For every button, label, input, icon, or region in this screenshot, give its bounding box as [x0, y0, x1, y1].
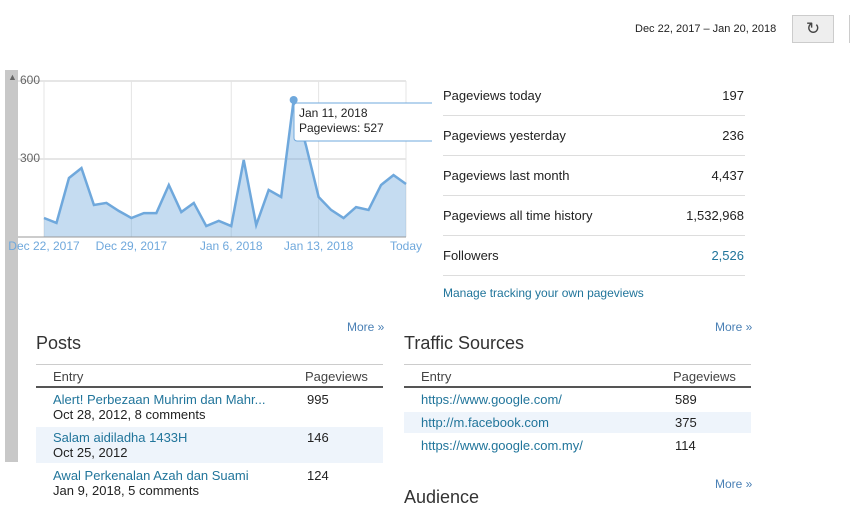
row-entry[interactable]: https://www.google.com/ [421, 392, 562, 407]
header-rule [36, 386, 383, 388]
more-link[interactable]: More » [715, 320, 753, 334]
x-tick-label: Dec 22, 2017 [8, 239, 80, 253]
row-entry[interactable]: Awal Perkenalan Azah dan Suami [53, 468, 249, 483]
x-tick-label: Today [390, 239, 422, 253]
posts-title: Posts [36, 333, 82, 353]
table-top-rule [36, 364, 383, 365]
area [44, 99, 406, 237]
row-meta: Oct 25, 2012 [53, 445, 128, 460]
stat-value: 197 [722, 88, 744, 103]
stat-value: 1,532,968 [686, 208, 744, 223]
header-rule [404, 386, 751, 388]
stat-value: 236 [722, 128, 744, 143]
stat-value: 4,437 [711, 168, 744, 183]
audience-title: Audience [404, 487, 480, 507]
row-entry[interactable]: Alert! Perbezaan Muhrim dan Mahr... [53, 392, 266, 407]
stat-label: Pageviews today [443, 88, 542, 103]
tooltip-title: Jan 11, 2018 [299, 106, 368, 120]
stat-row: Pageviews all time history 1,532,968 [443, 195, 745, 236]
table-top-rule [404, 364, 751, 365]
chart: 300 600 Dec 22, 2017 Dec 29, 2017 Jan 6, 201… [8, 73, 432, 253]
y-tick-label: 600 [20, 73, 40, 87]
x-tick-label: Jan 13, 2018 [284, 239, 354, 253]
row-entry[interactable]: https://www.google.com.my/ [421, 438, 583, 453]
row-value: 124 [307, 468, 329, 483]
column-header: Pageviews [673, 369, 736, 384]
column-header: Entry [53, 369, 84, 384]
scrollbar[interactable] [5, 70, 18, 462]
row-value: 995 [307, 392, 329, 407]
line [43, 99, 407, 230]
scroll-arrow[interactable]: ▲ [8, 72, 17, 82]
column-header: Pageviews [305, 369, 368, 384]
stat-row: Pageviews today 197 [443, 75, 745, 116]
row-highlight [36, 427, 383, 463]
row-highlight [404, 412, 751, 433]
stat-label: Pageviews all time history [443, 208, 593, 223]
row-meta: Jan 9, 2018, 5 comments [53, 483, 199, 498]
stat-value: 2,526 [711, 248, 744, 263]
row-value: 146 [307, 430, 329, 445]
tooltip-text: Pageviews: 527 [299, 121, 384, 135]
refresh-button[interactable]: ↻ [792, 15, 834, 43]
traffic-title: Traffic Sources [404, 333, 525, 353]
hover-point [289, 95, 298, 104]
row-value: 375 [675, 415, 697, 430]
more-link[interactable]: More » [347, 320, 385, 334]
x-tick-label: Jan 6, 2018 [200, 239, 263, 253]
manage-link[interactable]: Manage tracking your own pageviews [443, 286, 644, 300]
date-range: Dec 22, 2017 – Jan 20, 2018 [635, 23, 777, 35]
row-entry[interactable]: http://m.facebook.com [421, 415, 549, 430]
tooltip [293, 102, 432, 142]
row-meta: Oct 28, 2012, 8 comments [53, 407, 206, 422]
stat-label: Pageviews yesterday [443, 128, 566, 143]
y-tick-label: 300 [20, 151, 40, 165]
stat-row: Pageviews yesterday 236 [443, 115, 745, 156]
row-entry[interactable]: Salam aidiladha 1433H [53, 430, 188, 445]
more-link[interactable]: More » [715, 477, 753, 491]
stat-row: Followers 2,526 [443, 235, 745, 276]
stat-label: Followers [443, 248, 499, 263]
row-value: 114 [675, 438, 696, 453]
column-header: Entry [421, 369, 452, 384]
stat-row: Pageviews last month 4,437 [443, 155, 745, 196]
stat-label: Pageviews last month [443, 168, 570, 183]
x-tick-label: Dec 29, 2017 [96, 239, 168, 253]
row-value: 589 [675, 392, 697, 407]
edge [849, 15, 850, 43]
